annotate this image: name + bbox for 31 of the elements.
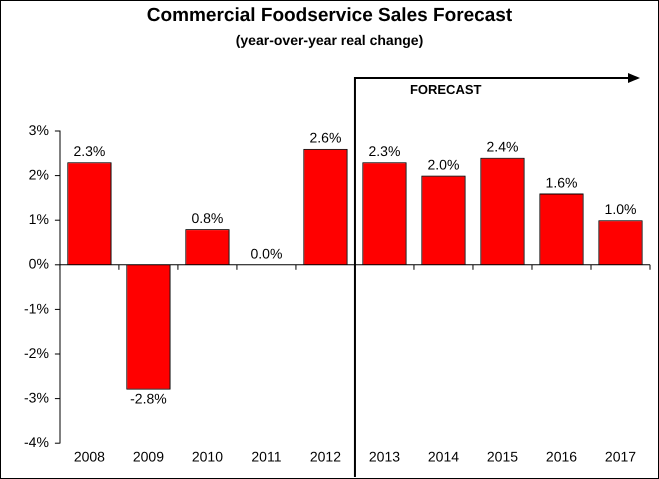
y-tick-label: 1% bbox=[28, 211, 49, 228]
chart-title: Commercial Foodservice Sales Forecast bbox=[146, 5, 514, 27]
x-tick-label: 2008 bbox=[74, 448, 106, 464]
data-label: 2.4% bbox=[486, 138, 518, 155]
y-tick-label: 2% bbox=[28, 166, 49, 182]
y-tick-label: -1% bbox=[24, 300, 49, 316]
data-label: -2.8% bbox=[130, 390, 167, 407]
y-tick-label: -2% bbox=[24, 344, 49, 361]
data-label: 0.0% bbox=[250, 246, 282, 262]
x-tick-label: 2010 bbox=[192, 448, 224, 464]
data-label: 2.3% bbox=[73, 143, 106, 160]
x-tick-label: 2011 bbox=[251, 448, 282, 464]
x-tick-label: 2014 bbox=[428, 448, 460, 464]
chart-subtitle: (year-over-year real change) bbox=[234, 32, 424, 48]
x-tick-label: 2013 bbox=[368, 448, 400, 464]
data-label: 1.0% bbox=[604, 201, 636, 218]
y-tick-label: 0% bbox=[28, 256, 49, 272]
text: FORECAST bbox=[410, 82, 482, 97]
data-label: 2.3% bbox=[368, 143, 400, 160]
data-label: 2.0% bbox=[428, 156, 460, 172]
y-tick-label: -4% bbox=[24, 434, 49, 450]
data-label: 0.8% bbox=[191, 210, 224, 226]
x-tick-label: 2017 bbox=[604, 448, 636, 464]
x-tick-label: 2015 bbox=[486, 448, 518, 464]
y-tick-label: -3% bbox=[24, 389, 49, 406]
x-tick-label: 2009 bbox=[132, 448, 164, 464]
y-tick-label: 3% bbox=[28, 122, 49, 138]
x-tick-label: 2012 bbox=[310, 448, 342, 464]
data-label: 1.6% bbox=[546, 174, 578, 190]
data-label: 2.6% bbox=[309, 130, 342, 146]
x-tick-label: 2016 bbox=[546, 448, 578, 464]
